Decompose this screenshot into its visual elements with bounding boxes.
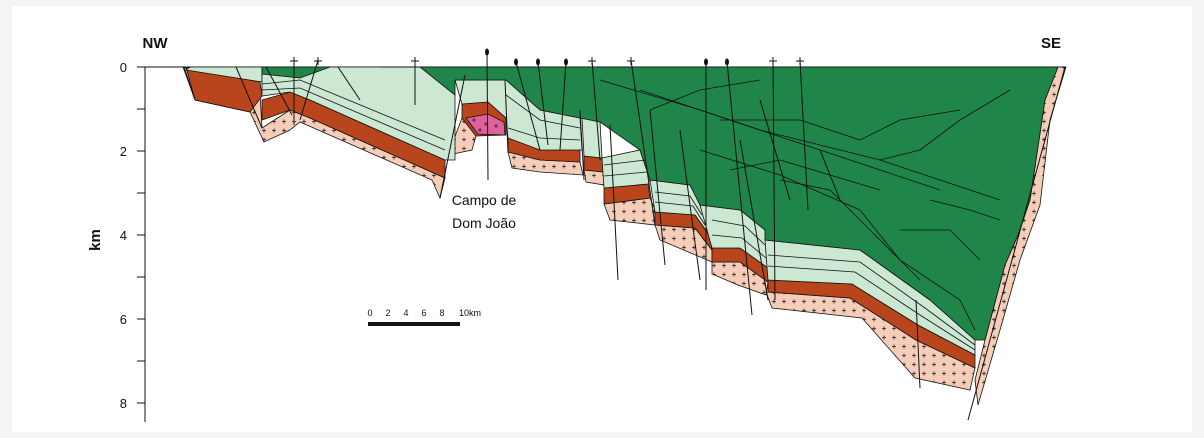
scale-bar-line bbox=[368, 322, 460, 326]
depth-ticks bbox=[137, 66, 145, 404]
light-green-layer bbox=[261, 66, 456, 161]
scale-label: 8 bbox=[439, 308, 444, 318]
depth-tick-label: 4 bbox=[120, 228, 127, 243]
scale-label: 2 bbox=[385, 308, 390, 318]
nw-label: NW bbox=[143, 35, 169, 52]
depth-axis-title: km bbox=[87, 229, 104, 251]
faults bbox=[183, 51, 1066, 421]
layer-contacts bbox=[261, 79, 1011, 351]
pink-high bbox=[465, 113, 506, 136]
annotation-line-1: Campo de bbox=[452, 192, 517, 208]
depth-axis: 0 2 4 6 8 km bbox=[87, 60, 146, 422]
well-symbols bbox=[290, 48, 804, 66]
dark-green-layer bbox=[261, 66, 331, 79]
basement-layer bbox=[583, 169, 605, 186]
scale-label: 4 bbox=[403, 308, 408, 318]
dark-green-layer bbox=[380, 66, 1059, 341]
se-label: SE bbox=[1041, 35, 1061, 52]
red-layer bbox=[583, 155, 605, 173]
depth-tick-label: 0 bbox=[120, 60, 127, 75]
pink-high-crosses bbox=[472, 118, 498, 132]
annotation-line-2: Dom João bbox=[452, 215, 516, 231]
scale-bar: 0 2 4 6 8 10km bbox=[367, 308, 481, 326]
scale-label: 0 bbox=[367, 308, 372, 318]
scale-label: 10km bbox=[459, 308, 481, 318]
depth-tick-label: 2 bbox=[120, 144, 127, 159]
scale-label: 6 bbox=[421, 308, 426, 318]
depth-tick-label: 6 bbox=[120, 312, 127, 327]
depth-tick-label: 8 bbox=[120, 396, 127, 411]
